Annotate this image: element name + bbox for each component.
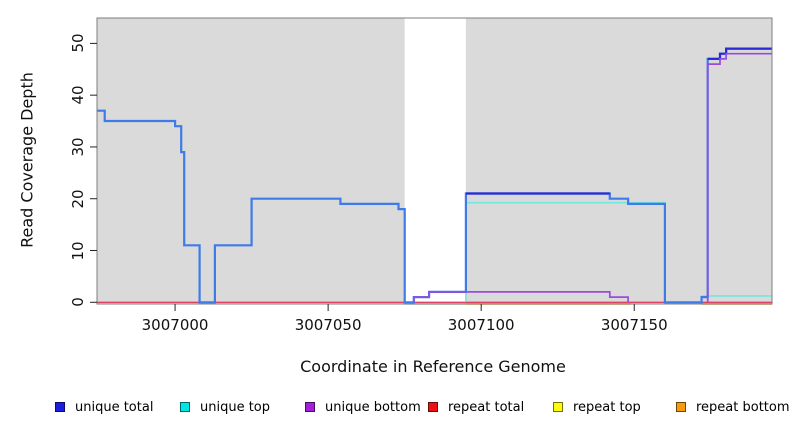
legend-swatch-icon xyxy=(553,402,563,412)
y-tick-label: 20 xyxy=(69,189,87,209)
legend-swatch-icon xyxy=(180,402,190,412)
y-axis-title: Read Coverage Depth xyxy=(17,72,37,248)
legend-label: unique bottom xyxy=(325,399,421,415)
y-tick-label: 10 xyxy=(69,240,87,261)
plot-box-border xyxy=(96,17,773,305)
x-tick-label: 3007100 xyxy=(447,316,515,334)
legend-swatch-icon xyxy=(55,402,65,412)
legend-label: unique top xyxy=(200,399,271,415)
legend-item-repeat-total: repeat total xyxy=(428,399,524,415)
x-tick-label: 3007050 xyxy=(294,316,362,334)
unshaded-region-band xyxy=(404,18,466,304)
legend-item-repeat-top: repeat top xyxy=(553,399,641,415)
legend-label: repeat top xyxy=(573,399,641,415)
unique-total-dark-overlay xyxy=(707,47,772,60)
legend-label: unique total xyxy=(75,399,154,415)
legend-label: repeat bottom xyxy=(696,399,790,415)
y-tick-label: 30 xyxy=(69,137,87,157)
legend-swatch-icon xyxy=(676,402,686,412)
unique-total-line xyxy=(97,47,772,304)
x-tick-label: 3007150 xyxy=(600,316,668,334)
unique-bottom-line xyxy=(412,291,629,303)
legend-item-unique-top: unique top xyxy=(180,399,270,415)
legend-item-unique-bottom: unique bottom xyxy=(305,399,421,415)
legend-swatch-icon xyxy=(305,402,315,412)
unique-bottom-line xyxy=(706,52,772,303)
x-tick-label: 3007000 xyxy=(141,316,209,334)
legend-item-unique-total: unique total xyxy=(55,399,153,415)
y-tick-label: 0 xyxy=(69,297,87,308)
y-tick-label: 50 xyxy=(69,33,87,53)
legend-swatch-icon xyxy=(428,402,438,412)
legend-label: repeat total xyxy=(448,399,525,415)
legend-item-repeat-bottom: repeat bottom xyxy=(676,399,790,415)
x-axis-title: Coordinate in Reference Genome xyxy=(300,357,566,376)
y-tick-label: 40 xyxy=(69,85,87,105)
